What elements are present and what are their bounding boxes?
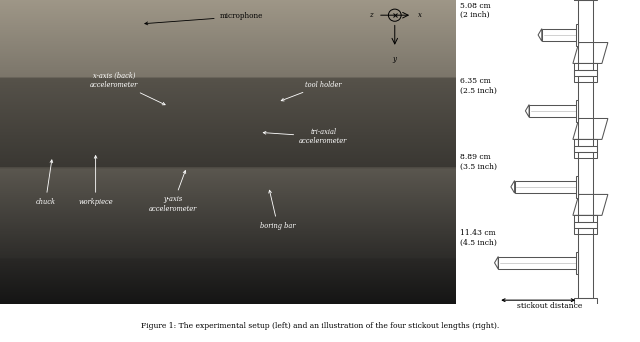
Text: tool holder: tool holder xyxy=(281,81,342,101)
Text: y: y xyxy=(393,55,397,63)
Text: microphone: microphone xyxy=(145,13,263,25)
Text: x-axis (back)
accelerometer: x-axis (back) accelerometer xyxy=(90,72,165,105)
Bar xyxy=(499,256,578,269)
Bar xyxy=(529,105,578,117)
Bar xyxy=(578,0,593,70)
Bar xyxy=(574,140,596,152)
Bar xyxy=(576,100,578,122)
Bar xyxy=(573,146,598,158)
Text: Figure 1: The experimental setup (left) and an illustration of the four stickout: Figure 1: The experimental setup (left) … xyxy=(141,323,499,330)
Text: 5.08 cm
(2 inch): 5.08 cm (2 inch) xyxy=(460,1,491,19)
Text: x: x xyxy=(418,11,422,19)
Bar xyxy=(573,70,598,82)
Bar xyxy=(578,152,593,222)
Text: workpiece: workpiece xyxy=(78,156,113,206)
Text: y-axis
accelerometer: y-axis accelerometer xyxy=(149,171,197,213)
Text: chuck: chuck xyxy=(36,160,56,206)
Text: stickout distance: stickout distance xyxy=(516,302,582,310)
Bar xyxy=(515,181,578,193)
Text: z: z xyxy=(369,11,372,19)
Bar xyxy=(576,176,578,198)
Text: boring bar: boring bar xyxy=(260,190,296,230)
Bar xyxy=(578,228,593,298)
Bar xyxy=(576,252,578,274)
Bar xyxy=(574,215,596,228)
Text: 8.89 cm
(3.5 inch): 8.89 cm (3.5 inch) xyxy=(460,154,497,171)
Bar xyxy=(573,222,598,234)
Text: 11.43 cm
(4.5 inch): 11.43 cm (4.5 inch) xyxy=(460,229,497,247)
Text: 6.35 cm
(2.5 inch): 6.35 cm (2.5 inch) xyxy=(460,78,497,95)
Bar xyxy=(578,76,593,146)
Bar xyxy=(574,64,596,76)
Text: tri-axial
accelerometer: tri-axial accelerometer xyxy=(263,128,348,145)
Bar xyxy=(542,29,578,41)
Bar xyxy=(576,24,578,46)
Bar xyxy=(573,298,598,310)
